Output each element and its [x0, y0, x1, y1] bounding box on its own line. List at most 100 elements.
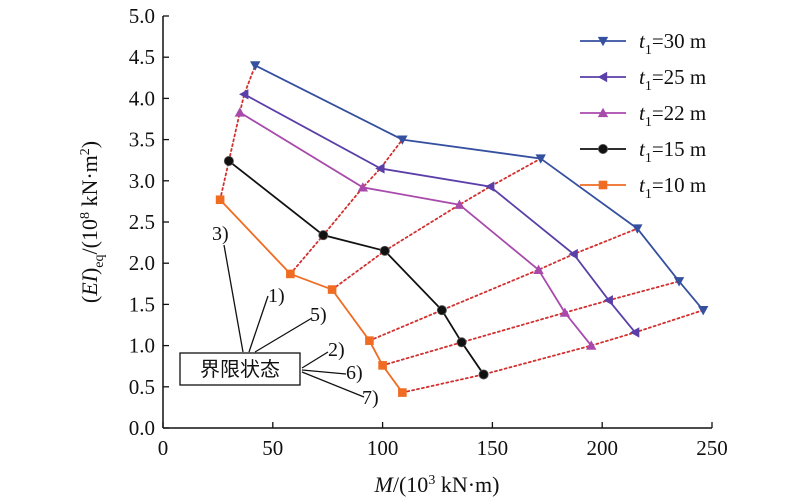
- legend: t1=30 mt1=25 mt1=22 mt1=15 mt1=10 m: [580, 29, 706, 202]
- limit-state-line-4: [368, 227, 639, 342]
- annotation-1: 1): [268, 285, 285, 307]
- legend-label-sub: 1: [645, 43, 652, 58]
- y-ticks: 0.0 0.5 1.0 1.5 2.0 2.5 3.0 3.5 4.0 4.5 5.0: [129, 4, 169, 440]
- annotation-2: 2): [328, 339, 345, 361]
- x-tick-label: 250: [696, 436, 728, 460]
- data-point-5-2: [286, 269, 295, 279]
- legend-label-2: t1=25 m: [639, 65, 706, 94]
- x-tick-label: 50: [262, 436, 283, 460]
- x-tick-label: 200: [586, 436, 618, 460]
- data-point-4-1: [223, 156, 234, 167]
- data-point-3-4: [533, 264, 544, 274]
- y-tick-label: 1.0: [129, 334, 155, 358]
- limit-state-box-label: 界限状态: [200, 357, 280, 381]
- annotation-5: 5): [310, 304, 327, 326]
- data-point-3-6: [586, 340, 597, 350]
- legend-marker-4: [598, 143, 609, 154]
- legend-label-value: =10 m: [652, 173, 706, 197]
- leader-1: [248, 295, 269, 353]
- x-tick-label: 150: [477, 436, 509, 460]
- x-axis-label: M/(103 kN·m): [374, 472, 500, 497]
- data-point-1-1: [250, 61, 261, 71]
- x-tick-label: 0: [158, 436, 169, 460]
- data-point-1-4: [632, 224, 643, 234]
- data-point-3-1: [234, 107, 246, 117]
- y-tick-label: 1.5: [129, 292, 155, 316]
- series-markers: [215, 61, 709, 397]
- legend-label-3: t1=22 m: [639, 101, 706, 130]
- limit-state-box: 界限状态: [179, 352, 301, 386]
- leader-6: [301, 369, 347, 375]
- data-point-1-2: [397, 135, 408, 145]
- leader-2: [301, 351, 329, 369]
- series-line-2: [243, 93, 636, 333]
- limit-state-line-6: [401, 309, 705, 394]
- data-point-2-6: [629, 327, 640, 338]
- data-point-1-5: [673, 277, 685, 287]
- series-line-4: [228, 160, 485, 375]
- data-point-2-4: [568, 248, 578, 260]
- y-tick-label: 0.5: [129, 375, 155, 399]
- data-point-2-5: [603, 295, 613, 306]
- limit-state-box-frame: [179, 352, 301, 386]
- y-axis-label: (EI)eq/(108 kN·m2): [77, 141, 107, 303]
- legend-marker-3: [597, 107, 609, 118]
- legend-marker-2: [597, 71, 608, 83]
- legend-label-5: t1=10 m: [639, 173, 706, 202]
- legend-label-var: t: [639, 137, 646, 161]
- data-point-5-3: [327, 285, 337, 294]
- series-line-5: [219, 199, 404, 394]
- legend-label-sub: 1: [645, 187, 652, 202]
- legend-label-value: =25 m: [652, 65, 706, 89]
- series-line-3: [239, 111, 592, 347]
- y-tick-label: 0.0: [129, 416, 155, 440]
- y-tick-label: 5.0: [129, 4, 155, 28]
- data-point-2-3: [485, 181, 495, 192]
- leader-5: [254, 317, 313, 353]
- legend-label-var: t: [639, 29, 646, 53]
- annotation-6: 6): [346, 362, 363, 384]
- annotation-7: 7): [362, 387, 379, 409]
- data-point-3-2: [357, 182, 369, 192]
- legend-label-var: t: [639, 65, 646, 89]
- leader-3: [223, 244, 244, 353]
- annotation-leaders: [223, 244, 365, 398]
- legend-label-sub: 1: [645, 79, 652, 94]
- legend-label-value: =15 m: [652, 137, 706, 161]
- y-tick-label: 2.5: [129, 210, 155, 234]
- legend-label-var: t: [639, 173, 646, 197]
- y-tick-label: 3.0: [129, 169, 155, 193]
- legend-label-value: =30 m: [652, 29, 706, 53]
- annotation-3: 3): [212, 223, 229, 245]
- y-tick-label: 2.0: [129, 251, 155, 275]
- y-tick-label: 4.0: [129, 86, 155, 110]
- x-tick-label: 100: [367, 436, 399, 460]
- legend-marker-1: [597, 36, 609, 47]
- data-point-4-6: [478, 369, 489, 380]
- legend-label-4: t1=15 m: [639, 137, 706, 166]
- data-point-5-4: [365, 336, 374, 345]
- legend-label-sub: 1: [645, 151, 652, 166]
- data-point-1-6: [698, 306, 709, 316]
- legend-label-sub: 1: [645, 115, 652, 130]
- leader-7: [301, 371, 365, 398]
- data-point-5-6: [398, 388, 407, 397]
- y-tick-label: 3.5: [129, 128, 155, 152]
- legend-label-1: t1=30 m: [639, 29, 706, 58]
- data-point-4-4: [436, 305, 447, 316]
- data-point-2-2: [375, 163, 385, 174]
- data-point-5-1: [215, 195, 225, 205]
- x-ticks: 0 50 100 150 200 250: [158, 422, 728, 460]
- data-point-4-5: [456, 337, 467, 348]
- legend-label-var: t: [639, 101, 646, 125]
- data-point-1-3: [535, 154, 546, 164]
- series-lines: [219, 64, 704, 394]
- data-point-5-5: [378, 361, 387, 370]
- data-point-4-3: [379, 245, 390, 256]
- annotation-labels: 3) 1) 5) 2) 6) 7): [212, 223, 379, 409]
- data-point-2-1: [239, 89, 249, 100]
- data-point-4-2: [318, 230, 329, 241]
- legend-label-value: =22 m: [652, 101, 706, 125]
- legend-marker-5: [598, 180, 608, 190]
